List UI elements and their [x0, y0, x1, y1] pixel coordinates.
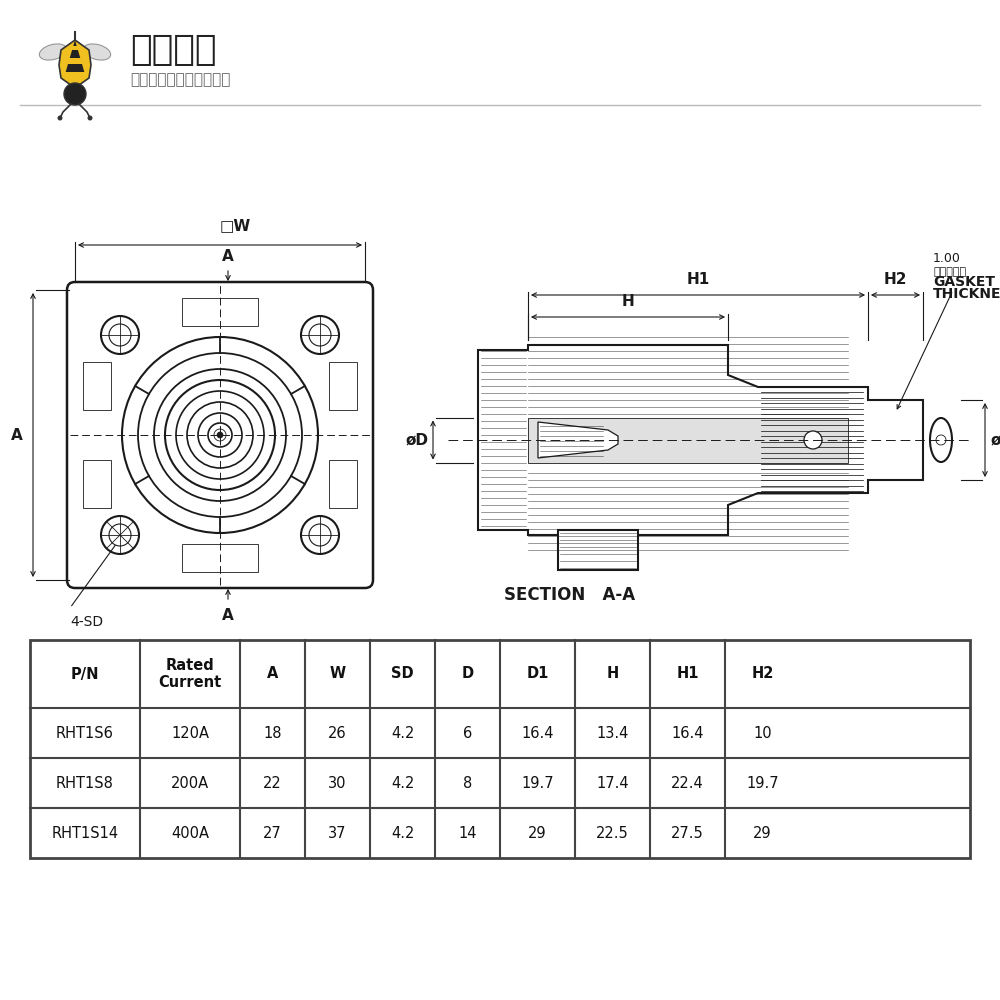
- Circle shape: [301, 516, 339, 554]
- Polygon shape: [70, 50, 80, 58]
- Text: D: D: [461, 666, 474, 682]
- Ellipse shape: [83, 44, 111, 60]
- Text: Rated
Current: Rated Current: [158, 658, 222, 690]
- Text: 22: 22: [263, 776, 282, 790]
- Text: 400A: 400A: [171, 826, 209, 840]
- Text: RHT1S8: RHT1S8: [56, 776, 114, 790]
- Text: øD: øD: [405, 432, 428, 448]
- Text: øD1: øD1: [990, 432, 1000, 448]
- Polygon shape: [558, 530, 638, 570]
- Text: 14: 14: [458, 826, 477, 840]
- Circle shape: [309, 524, 331, 546]
- Bar: [182, 544, 258, 572]
- Text: 120A: 120A: [171, 726, 209, 740]
- Text: 27: 27: [263, 826, 282, 840]
- Text: THICKNESS: THICKNESS: [933, 287, 1000, 301]
- Text: 18: 18: [263, 726, 282, 740]
- Text: W: W: [329, 666, 346, 682]
- Polygon shape: [73, 40, 77, 46]
- Text: 29: 29: [528, 826, 547, 840]
- Circle shape: [101, 316, 139, 354]
- Bar: [30, 640, 970, 858]
- Circle shape: [58, 115, 62, 120]
- Text: 16.4: 16.4: [521, 726, 554, 740]
- Text: RHT1S14: RHT1S14: [51, 826, 119, 840]
- Text: 19.7: 19.7: [521, 776, 554, 790]
- Text: RHT1S6: RHT1S6: [56, 726, 114, 740]
- Text: 37: 37: [328, 826, 347, 840]
- Text: 10: 10: [753, 726, 772, 740]
- Bar: [329, 362, 357, 410]
- Circle shape: [198, 413, 242, 457]
- Text: GASKET: GASKET: [933, 275, 995, 289]
- Circle shape: [176, 391, 264, 479]
- Circle shape: [214, 429, 226, 441]
- Text: 22.4: 22.4: [671, 776, 704, 790]
- Polygon shape: [59, 40, 91, 88]
- Text: H1: H1: [686, 272, 710, 287]
- Text: 4.2: 4.2: [391, 776, 414, 790]
- Text: D1: D1: [526, 666, 549, 682]
- Text: A: A: [222, 249, 234, 264]
- Circle shape: [88, 115, 92, 120]
- Circle shape: [122, 337, 318, 533]
- Ellipse shape: [39, 44, 67, 60]
- Text: 26: 26: [328, 726, 347, 740]
- Text: 27.5: 27.5: [671, 826, 704, 840]
- Circle shape: [217, 432, 223, 438]
- Text: 19.7: 19.7: [746, 776, 779, 790]
- Text: 4.2: 4.2: [391, 826, 414, 840]
- Circle shape: [64, 83, 86, 105]
- Circle shape: [165, 380, 275, 490]
- Bar: [182, 298, 258, 326]
- Text: 原厂直采电子连接器商城: 原厂直采电子连接器商城: [130, 73, 230, 88]
- Text: SD: SD: [391, 666, 414, 682]
- Text: 29: 29: [753, 826, 772, 840]
- Ellipse shape: [930, 418, 952, 462]
- Text: 6: 6: [463, 726, 472, 740]
- Text: SECTION   A-A: SECTION A-A: [504, 586, 636, 604]
- FancyBboxPatch shape: [67, 282, 373, 588]
- Text: H2: H2: [884, 272, 907, 287]
- Text: A: A: [267, 666, 278, 682]
- Bar: [83, 362, 111, 410]
- Text: H2: H2: [751, 666, 774, 682]
- Text: A: A: [11, 428, 23, 442]
- Text: H: H: [606, 666, 619, 682]
- Text: 30: 30: [328, 776, 347, 790]
- Text: 密封层厘度: 密封层厘度: [933, 267, 966, 277]
- Text: 8: 8: [463, 776, 472, 790]
- Circle shape: [154, 369, 286, 501]
- Bar: [83, 460, 111, 508]
- Circle shape: [301, 316, 339, 354]
- Text: 4-SD: 4-SD: [70, 615, 103, 629]
- Bar: [329, 460, 357, 508]
- Text: 200A: 200A: [171, 776, 209, 790]
- Polygon shape: [538, 422, 618, 458]
- Polygon shape: [66, 64, 84, 72]
- Circle shape: [187, 402, 253, 468]
- Text: 17.4: 17.4: [596, 776, 629, 790]
- Circle shape: [309, 324, 331, 346]
- Circle shape: [804, 431, 822, 449]
- Text: H: H: [622, 294, 634, 309]
- Text: 4.2: 4.2: [391, 726, 414, 740]
- Text: 电蜂优选: 电蜂优选: [130, 33, 216, 67]
- Circle shape: [101, 516, 139, 554]
- Text: A: A: [222, 608, 234, 623]
- Text: 1.00: 1.00: [933, 252, 961, 265]
- Circle shape: [936, 435, 946, 445]
- Circle shape: [208, 423, 232, 447]
- Text: 22.5: 22.5: [596, 826, 629, 840]
- Text: 13.4: 13.4: [596, 726, 629, 740]
- Text: H1: H1: [676, 666, 699, 682]
- Polygon shape: [528, 418, 848, 462]
- Polygon shape: [478, 345, 923, 535]
- Text: 16.4: 16.4: [671, 726, 704, 740]
- Circle shape: [138, 353, 302, 517]
- Text: □W: □W: [219, 218, 251, 233]
- Text: P/N: P/N: [71, 666, 99, 682]
- Circle shape: [109, 524, 131, 546]
- Circle shape: [109, 324, 131, 346]
